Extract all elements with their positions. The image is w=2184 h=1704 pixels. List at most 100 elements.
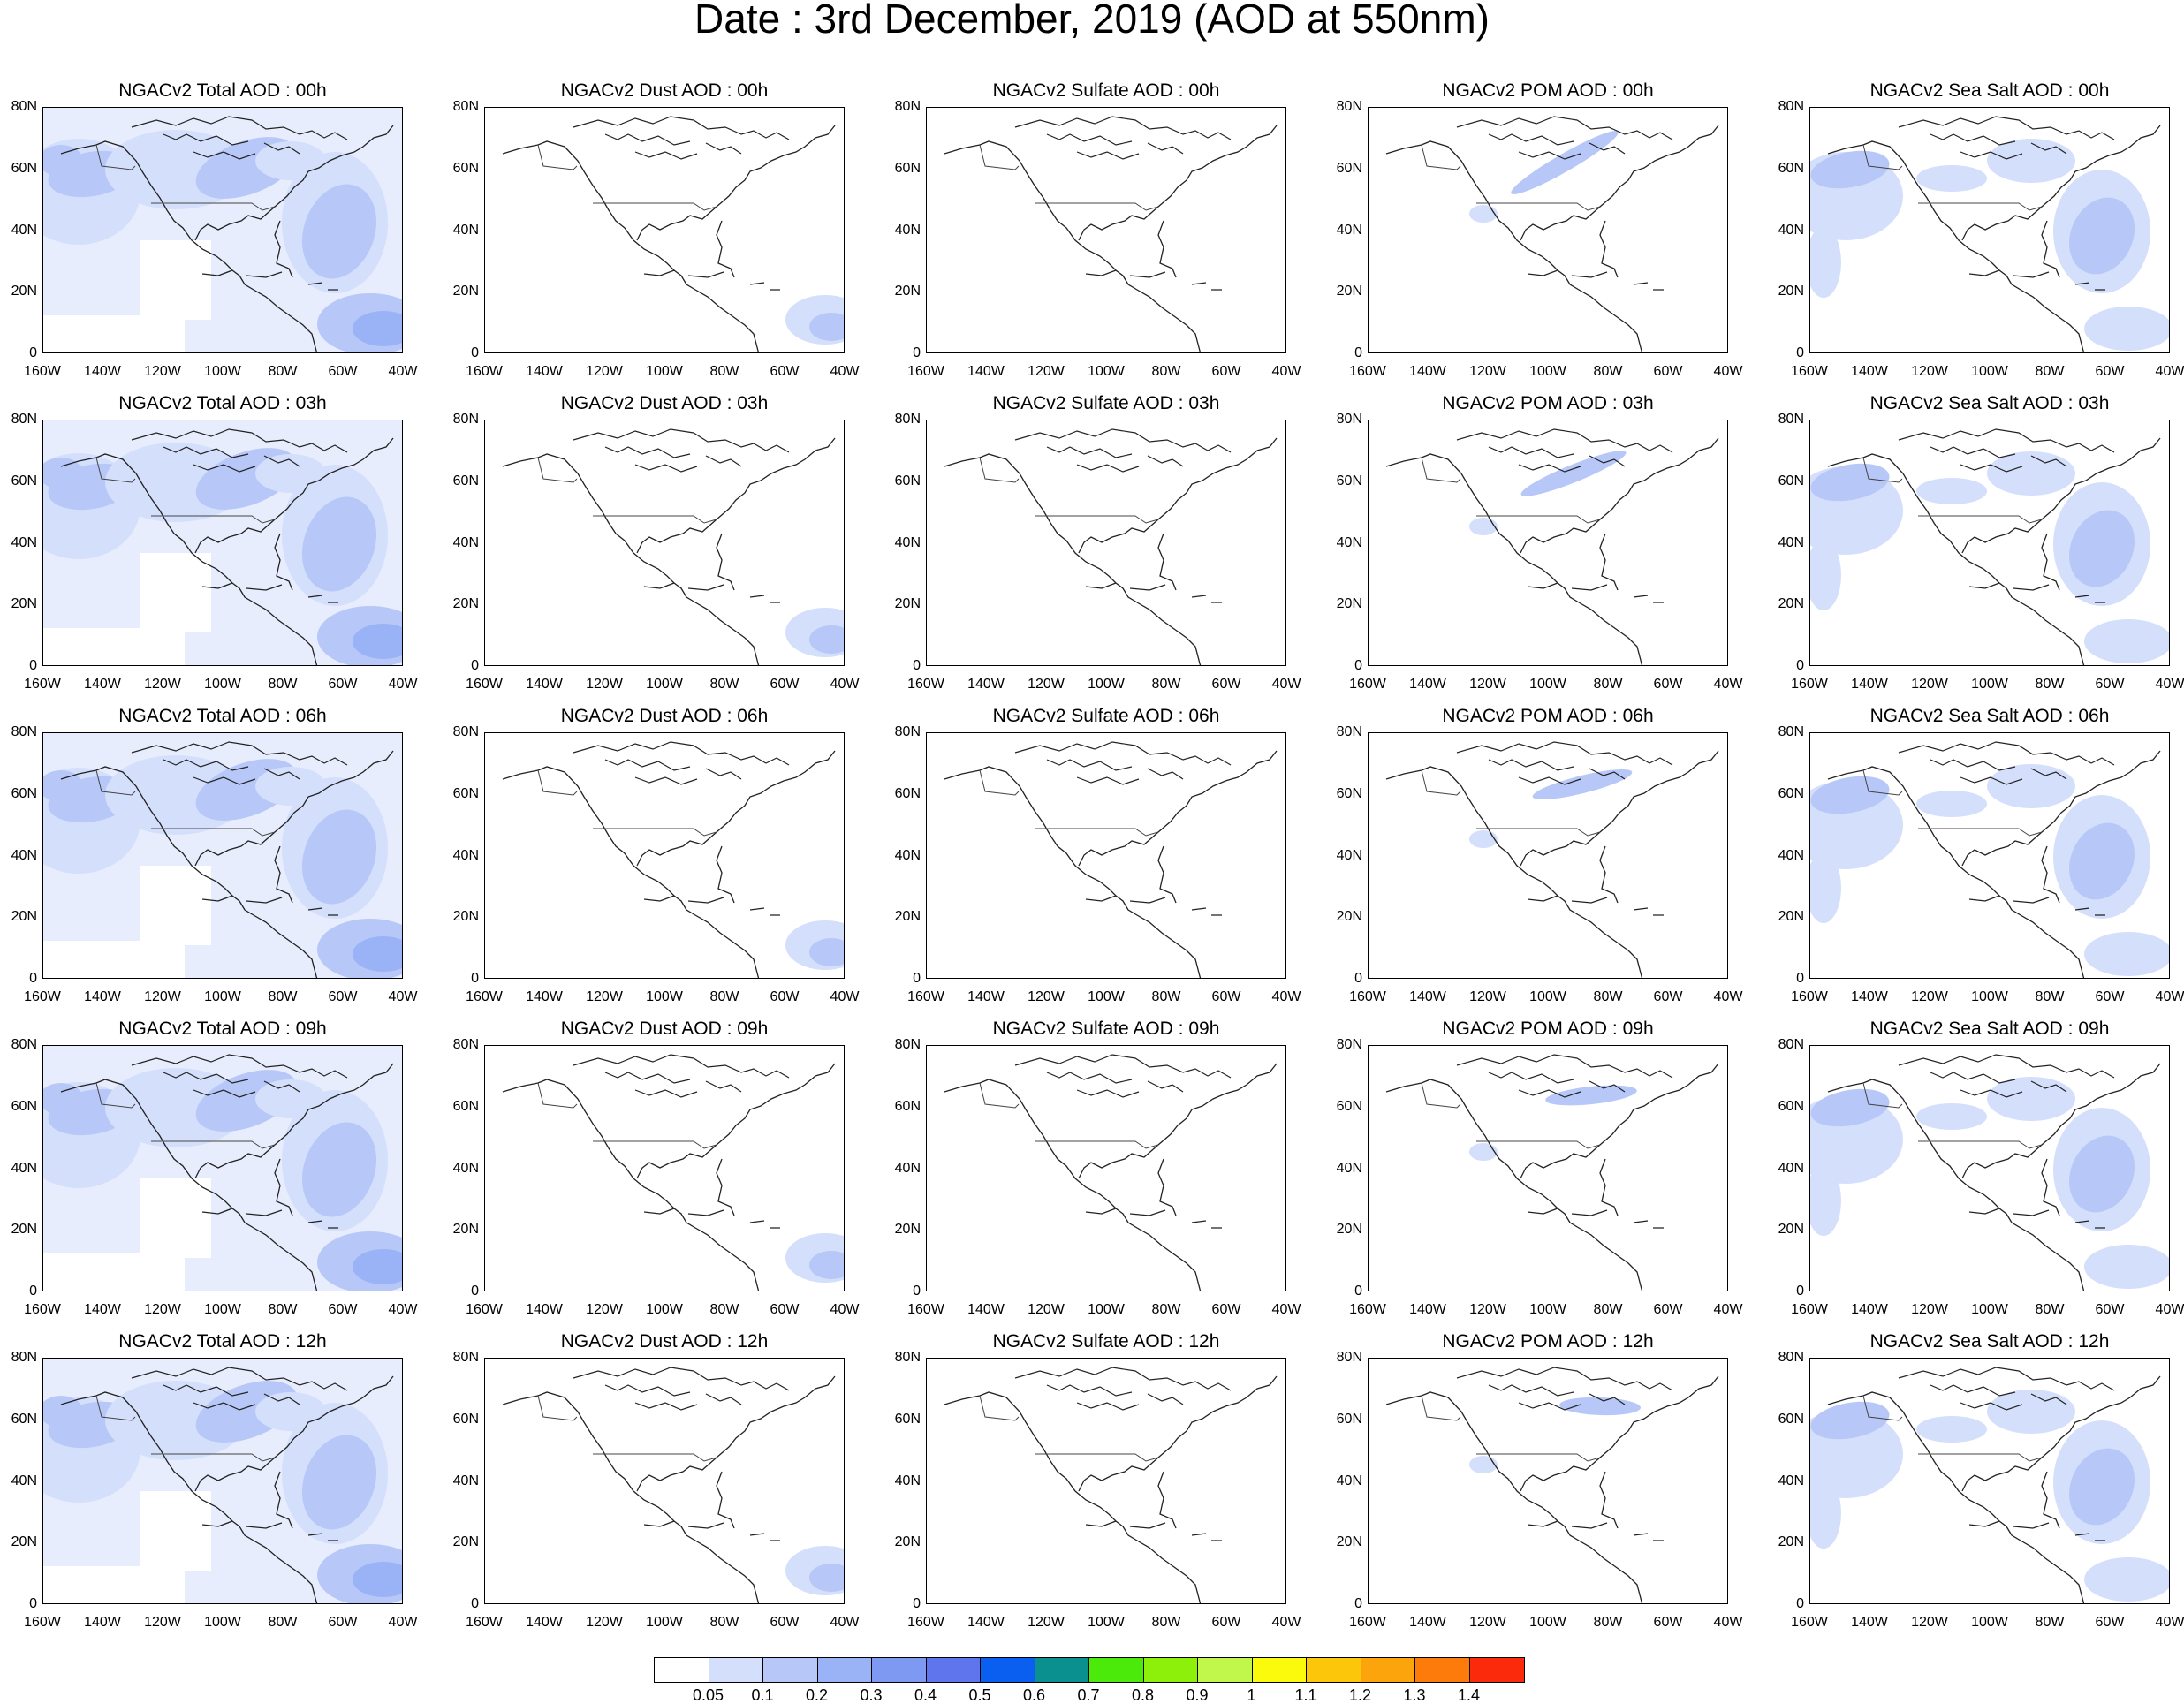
- colorbar-box-3: [817, 1658, 872, 1682]
- panel-title: NGACv2 Dust AOD : 06h: [560, 706, 769, 726]
- aod-field-map: [944, 116, 1278, 352]
- y-tick-label: 40N: [11, 223, 37, 238]
- x-tick-label: 80W: [2035, 1302, 2065, 1317]
- panel-title: NGACv2 POM AOD : 03h: [1442, 393, 1654, 413]
- x-tick-label: 40W: [2155, 1615, 2184, 1630]
- y-tick-label: 0: [471, 345, 479, 360]
- colorbar-label: 0.3: [860, 1686, 883, 1704]
- y-tick-label: 60N: [11, 473, 37, 488]
- x-tick-label: 80W: [1593, 1615, 1623, 1630]
- x-tick-label: 60W: [1653, 989, 1683, 1004]
- y-tick-label: 60N: [1336, 473, 1362, 488]
- aod-field-map: [1810, 428, 2169, 665]
- x-tick-label: 60W: [1211, 677, 1241, 692]
- map-frame: [926, 107, 1286, 353]
- map-panel-dust-0: NGACv2 Dust AOD : 00h 80N 60N 40N 20N 0 160W 1…: [453, 80, 926, 407]
- y-tick-label: 60N: [11, 786, 37, 801]
- x-tick-label: 40W: [388, 989, 418, 1004]
- map-frame: [926, 732, 1286, 979]
- y-tick-label: 0: [1354, 1596, 1362, 1611]
- y-tick-label: 0: [29, 658, 37, 673]
- colorbar-box-9: [1143, 1658, 1198, 1682]
- map-panel-total-1: NGACv2 Total AOD : 03h 80N 60N 40N 20N 0 160W…: [11, 393, 484, 720]
- colorbar-label: 0.5: [968, 1686, 991, 1704]
- x-tick-label: 80W: [709, 1302, 739, 1317]
- x-tick-label: 40W: [2155, 364, 2184, 379]
- x-tick-label: 160W: [1791, 1302, 1828, 1317]
- y-tick-label: 20N: [11, 284, 37, 299]
- y-tick-label: 60N: [452, 1099, 479, 1114]
- y-tick-label: 20N: [1336, 909, 1362, 924]
- y-tick-label: 40N: [452, 848, 479, 863]
- x-tick-label: 80W: [1593, 989, 1623, 1004]
- x-tick-label: 100W: [646, 1302, 683, 1317]
- panel-title: NGACv2 Total AOD : 12h: [118, 1331, 327, 1352]
- y-tick-label: 20N: [894, 596, 921, 611]
- map-frame: [42, 1358, 403, 1604]
- panel-title: NGACv2 Total AOD : 06h: [118, 706, 327, 726]
- x-tick-label: 40W: [1271, 364, 1301, 379]
- panel-title: NGACv2 Sulfate AOD : 12h: [992, 1331, 1220, 1352]
- x-tick-label: 140W: [1409, 364, 1446, 379]
- x-tick-label: 100W: [1529, 677, 1566, 692]
- colorbar-box-0: [655, 1658, 709, 1682]
- y-tick-label: 20N: [894, 1222, 921, 1237]
- x-tick-label: 40W: [1271, 1615, 1301, 1630]
- y-tick-label: 40N: [452, 1473, 479, 1488]
- y-tick-label: 0: [471, 658, 479, 673]
- x-tick-label: 120W: [1469, 364, 1506, 379]
- x-tick-label: 140W: [1851, 989, 1888, 1004]
- x-tick-label: 60W: [770, 677, 800, 692]
- y-tick-label: 20N: [1336, 1534, 1362, 1549]
- y-tick-label: 40N: [452, 535, 479, 550]
- x-tick-label: 60W: [328, 364, 358, 379]
- x-tick-label: 60W: [770, 1302, 800, 1317]
- x-tick-label: 80W: [709, 1615, 739, 1630]
- x-tick-label: 140W: [967, 364, 1005, 379]
- map-panel-sulfate-3: NGACv2 Sulfate AOD : 09h 80N 60N 40N 20N 0 16…: [895, 1019, 1368, 1345]
- map-frame: [1809, 1358, 2170, 1604]
- y-tick-label: 20N: [1778, 284, 1804, 299]
- x-tick-label: 100W: [1088, 1615, 1125, 1630]
- map-panel-sulfate-0: NGACv2 Sulfate AOD : 00h 80N 60N 40N 20N 0 16…: [895, 80, 1368, 407]
- x-tick-label: 40W: [1713, 989, 1743, 1004]
- x-tick-label: 80W: [1151, 989, 1181, 1004]
- y-tick-label: 0: [471, 971, 479, 986]
- x-tick-label: 120W: [1911, 677, 1948, 692]
- map-panel-sulfate-4: NGACv2 Sulfate AOD : 12h 80N 60N 40N 20N 0 16…: [895, 1331, 1368, 1658]
- x-tick-label: 100W: [1088, 1302, 1125, 1317]
- x-tick-label: 100W: [646, 1615, 683, 1630]
- y-tick-label: 80N: [894, 99, 921, 114]
- x-tick-label: 120W: [1911, 1615, 1948, 1630]
- map-panel-dust-1: NGACv2 Dust AOD : 03h 80N 60N 40N 20N 0 160W 1…: [453, 393, 926, 720]
- y-tick-label: 40N: [11, 1473, 37, 1488]
- y-tick-label: 80N: [452, 1350, 479, 1365]
- y-tick-label: 40N: [1336, 848, 1362, 863]
- x-tick-label: 100W: [1088, 677, 1125, 692]
- panel-title: NGACv2 Sea Salt AOD : 09h: [1869, 1019, 2110, 1039]
- aod-shading: [1810, 1390, 2169, 1602]
- x-tick-label: 60W: [1211, 1615, 1241, 1630]
- aod-field-map: [1385, 1054, 1719, 1291]
- y-tick-label: 40N: [452, 1161, 479, 1176]
- panel-title: NGACv2 POM AOD : 00h: [1442, 80, 1654, 101]
- x-tick-label: 40W: [388, 364, 418, 379]
- aod-shading: [1810, 1077, 2169, 1289]
- y-tick-label: 80N: [1336, 1037, 1362, 1052]
- panel-title: NGACv2 Dust AOD : 12h: [560, 1331, 769, 1352]
- y-tick-label: 20N: [1336, 1222, 1362, 1237]
- aod-shading: [43, 108, 402, 352]
- y-tick-label: 80N: [894, 724, 921, 739]
- aod-field-map: [43, 108, 402, 352]
- panel-title: NGACv2 Dust AOD : 00h: [560, 80, 769, 101]
- x-tick-label: 60W: [2095, 1615, 2125, 1630]
- x-tick-label: 120W: [1911, 989, 1948, 1004]
- x-tick-label: 160W: [907, 989, 944, 1004]
- map-frame: [1809, 420, 2170, 666]
- x-tick-label: 120W: [586, 1302, 623, 1317]
- aod-field-map: [43, 1359, 402, 1603]
- map-panel-seasalt-4: NGACv2 Sea Salt AOD : 12h 80N 60N 40N 20N 0 1…: [1778, 1331, 2184, 1658]
- y-tick-label: 20N: [452, 909, 479, 924]
- aod-field-map: [502, 741, 844, 978]
- x-tick-label: 120W: [1911, 364, 1948, 379]
